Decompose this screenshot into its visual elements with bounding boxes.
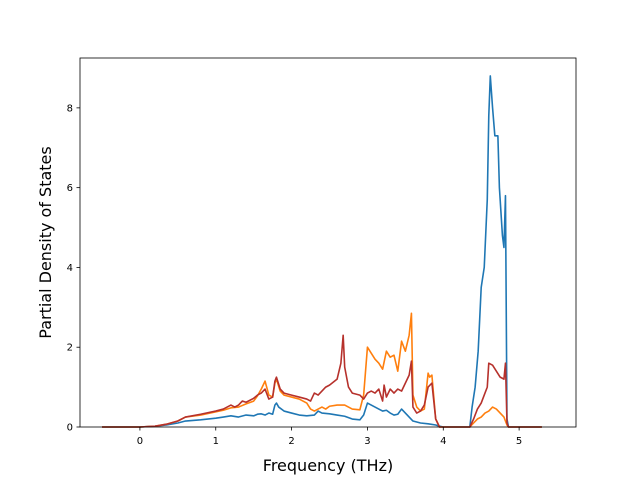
- y-tick-label: 0: [67, 423, 73, 434]
- x-tick-label: 4: [440, 436, 446, 447]
- y-tick-label: 6: [67, 183, 73, 194]
- x-tick-label: 1: [213, 436, 219, 447]
- x-tick-label: 5: [516, 436, 522, 447]
- x-tick-label: 0: [137, 436, 143, 447]
- y-tick-label: 2: [67, 343, 73, 354]
- series-line-1: [101, 75, 542, 428]
- y-axis: 0 2 4 6 8: [67, 103, 80, 434]
- plot-frame: [79, 57, 577, 428]
- x-tick-label: 2: [288, 436, 294, 447]
- y-axis-label: Partial Density of States: [36, 146, 55, 338]
- x-axis: 0 1 2 3 4 5: [137, 427, 522, 447]
- series-layer: [101, 75, 542, 428]
- y-tick-label: 4: [67, 263, 73, 274]
- x-axis-label: Frequency (THz): [263, 456, 393, 475]
- series-line-3: [101, 334, 542, 428]
- x-tick-label: 3: [364, 436, 370, 447]
- y-tick-label: 8: [67, 103, 73, 114]
